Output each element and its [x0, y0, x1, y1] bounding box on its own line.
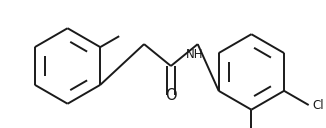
Text: NH: NH: [186, 48, 203, 61]
Text: Cl: Cl: [313, 99, 324, 111]
Text: O: O: [165, 88, 177, 103]
